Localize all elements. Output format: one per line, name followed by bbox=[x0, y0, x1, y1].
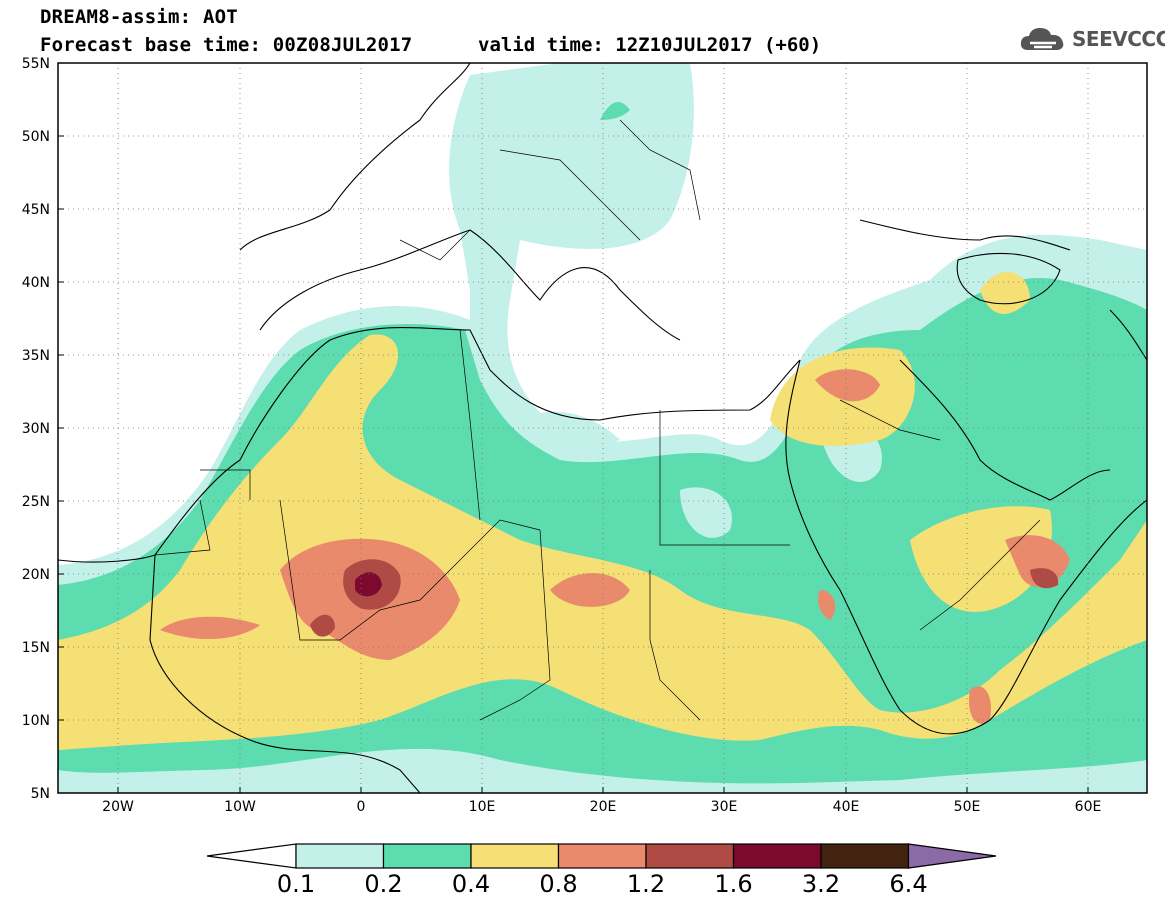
borders bbox=[154, 119, 1041, 721]
forecast-base-time: Forecast base time: 00Z08JUL2017 bbox=[40, 34, 413, 56]
lat-label-30n: 30N bbox=[22, 421, 50, 437]
lon-label-20w: 20W bbox=[102, 799, 134, 815]
colorbar-swatch-0-4 bbox=[470, 843, 560, 869]
lon-label-0: 0 bbox=[357, 799, 366, 815]
colorbar-label-0-4: 0.4 bbox=[451, 870, 491, 898]
colorbar-swatch-1-6 bbox=[732, 843, 822, 869]
logo-text: SEEVCCC bbox=[1072, 27, 1165, 51]
lat-label-25n: 25N bbox=[22, 494, 50, 510]
lat-label-35n: 35N bbox=[22, 348, 50, 364]
lat-label-40n: 40N bbox=[22, 275, 50, 291]
lat-label-10n: 10N bbox=[22, 713, 50, 729]
lat-label-55n: 55N bbox=[22, 56, 50, 72]
valid-time: valid time: 12Z10JUL2017 (+60) bbox=[478, 34, 822, 56]
colorbar-label-1-6: 1.6 bbox=[714, 870, 753, 898]
lon-label-60e: 60E bbox=[1075, 799, 1102, 815]
coastlines bbox=[58, 63, 1147, 793]
lat-label-20n: 20N bbox=[22, 567, 50, 583]
lon-label-40e: 40E bbox=[833, 799, 860, 815]
lat-label-50n: 50N bbox=[22, 129, 50, 145]
colorbar bbox=[206, 843, 997, 869]
lon-label-20e: 20E bbox=[590, 799, 617, 815]
colorbar-label-0-1: 0.1 bbox=[276, 870, 316, 898]
colorbar-swatch-0-2 bbox=[382, 843, 472, 869]
lat-label-5n: 5N bbox=[31, 786, 50, 802]
seevccc-logo: SEEVCCC bbox=[1018, 24, 1165, 54]
lat-label-45n: 45N bbox=[22, 202, 50, 218]
lat-label-15n: 15N bbox=[22, 640, 50, 656]
map-title: DREAM8-assim: AOT bbox=[40, 6, 238, 28]
aot-contour-1-6 bbox=[355, 572, 382, 597]
colorbar-swatch-0-8 bbox=[557, 843, 647, 869]
colorbar-label-3-2: 3.2 bbox=[801, 870, 841, 898]
lon-label-10e: 10E bbox=[469, 799, 496, 815]
colorbar-swatch-1-2 bbox=[645, 843, 735, 869]
latitude-labels: 55N 50N 45N 40N 35N 30N 25N 20N 15N 10N … bbox=[22, 56, 50, 802]
lon-label-50e: 50E bbox=[954, 799, 981, 815]
axis-ticks bbox=[58, 62, 1089, 794]
colorbar-swatch-3-2 bbox=[820, 843, 910, 869]
colorbar-label-1-2: 1.2 bbox=[626, 870, 666, 898]
aot-contour-0-4 bbox=[58, 271, 1147, 750]
cloud-icon bbox=[1020, 28, 1064, 50]
lon-label-10w: 10W bbox=[224, 799, 256, 815]
colorbar-arrow-left bbox=[206, 843, 297, 869]
aot-field bbox=[58, 63, 1147, 793]
colorbar-arrow-right bbox=[907, 843, 997, 869]
colorbar-label-0-8: 0.8 bbox=[539, 870, 578, 898]
colorbar-swatch-0-1 bbox=[295, 843, 385, 869]
colorbar-label-0-2: 0.2 bbox=[364, 870, 403, 898]
graticule bbox=[58, 63, 1147, 793]
colorbar-label-6-4: 6.4 bbox=[889, 870, 928, 898]
lon-label-30e: 30E bbox=[711, 799, 738, 815]
longitude-labels: 20W 10W 0 10E 20E 30E 40E 50E 60E bbox=[102, 799, 1101, 815]
